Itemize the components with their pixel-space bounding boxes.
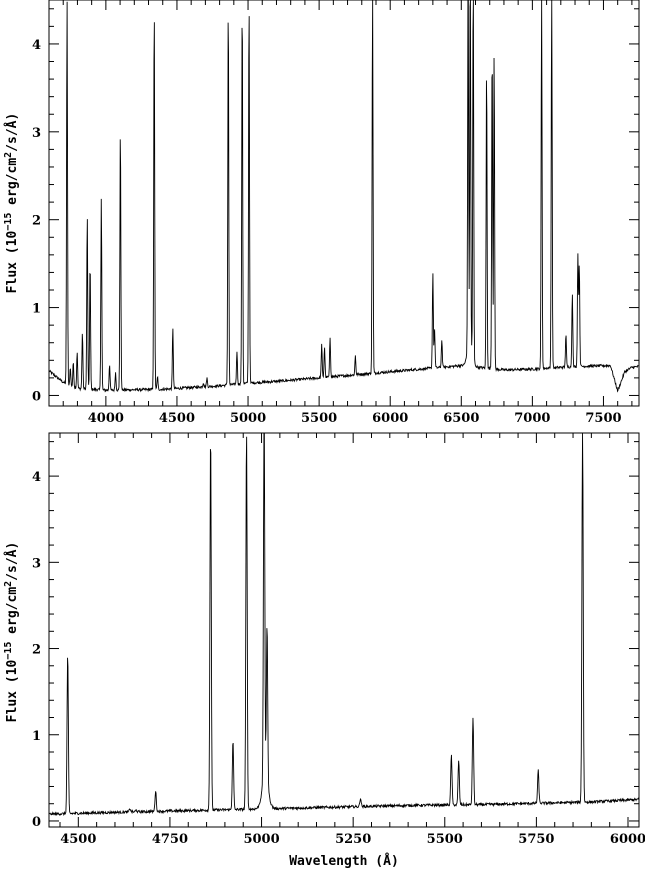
- x-tick-label: 5250: [335, 832, 371, 847]
- bottom-axis-ticks: [49, 433, 639, 827]
- top-ylabel-exp: −15: [3, 213, 14, 231]
- x-tick-label: 6000: [610, 832, 645, 847]
- x-tick-label: 4500: [159, 411, 195, 426]
- y-tick-label: 4: [32, 38, 41, 53]
- y-tick-label: 2: [32, 643, 41, 658]
- bottom-plot-frame: [49, 433, 639, 827]
- x-tick-label: 4000: [88, 411, 124, 426]
- x-tick-label: 4500: [60, 832, 96, 847]
- bottom-x-tick-labels: 4500 4750 5000 5250 5500 5750 6000: [60, 832, 645, 847]
- y-tick-label: 1: [32, 729, 41, 744]
- y-tick-label: 0: [32, 389, 41, 404]
- x-tick-label: 4750: [152, 832, 188, 847]
- x-tick-label: 7500: [585, 411, 621, 426]
- bottom-ylabel-post: /s/Å): [4, 542, 20, 581]
- top-y-tick-labels: 0 1 2 3 4: [32, 38, 41, 405]
- x-tick-label: 5000: [230, 411, 266, 426]
- y-tick-label: 4: [32, 470, 41, 485]
- bottom-spectrum-line: [49, 433, 639, 815]
- x-tick-label: 5750: [518, 832, 554, 847]
- x-tick-label: 5500: [301, 411, 337, 426]
- bottom-ylabel-pre: Flux (10: [5, 660, 20, 723]
- bottom-ylabel-mid: erg/cm: [5, 587, 20, 642]
- y-tick-label: 0: [32, 815, 41, 830]
- top-x-tick-labels: 4000 4500 5000 5500 6000 6500 7000 7500: [88, 411, 622, 426]
- top-spectrum-line: [49, 0, 639, 391]
- x-tick-label: 6500: [443, 411, 479, 426]
- top-ylabel-mid: erg/cm: [5, 158, 20, 213]
- x-tick-label: 7000: [514, 411, 550, 426]
- bottom-ylabel-exp: −15: [3, 642, 14, 660]
- top-ylabel-pre: Flux (10: [5, 231, 20, 294]
- bottom-spectrum-panel: 4500 4750 5000 5250 5500 5750 6000 0 1 2 3 4 Flux …: [3, 433, 645, 869]
- x-tick-label: 5500: [427, 832, 463, 847]
- y-tick-label: 3: [32, 556, 41, 571]
- bottom-x-axis-label: Wavelength (Å): [289, 853, 399, 869]
- x-tick-label: 5000: [243, 832, 279, 847]
- top-ylabel-post: /s/Å): [4, 113, 20, 152]
- x-tick-label: 6000: [372, 411, 408, 426]
- top-y-axis-label: Flux (10−15 erg/cm2/s/Å): [3, 113, 20, 294]
- y-tick-label: 3: [32, 126, 41, 141]
- top-spectrum-panel: 4000 4500 5000 5500 6000 6500 7000 7500 0 1 2 3 4 F…: [3, 0, 639, 426]
- bottom-y-axis-label: Flux (10−15 erg/cm2/s/Å): [3, 542, 20, 723]
- bottom-y-tick-labels: 0 1 2 3 4: [32, 470, 41, 830]
- y-tick-label: 2: [32, 214, 41, 229]
- y-tick-label: 1: [32, 302, 41, 317]
